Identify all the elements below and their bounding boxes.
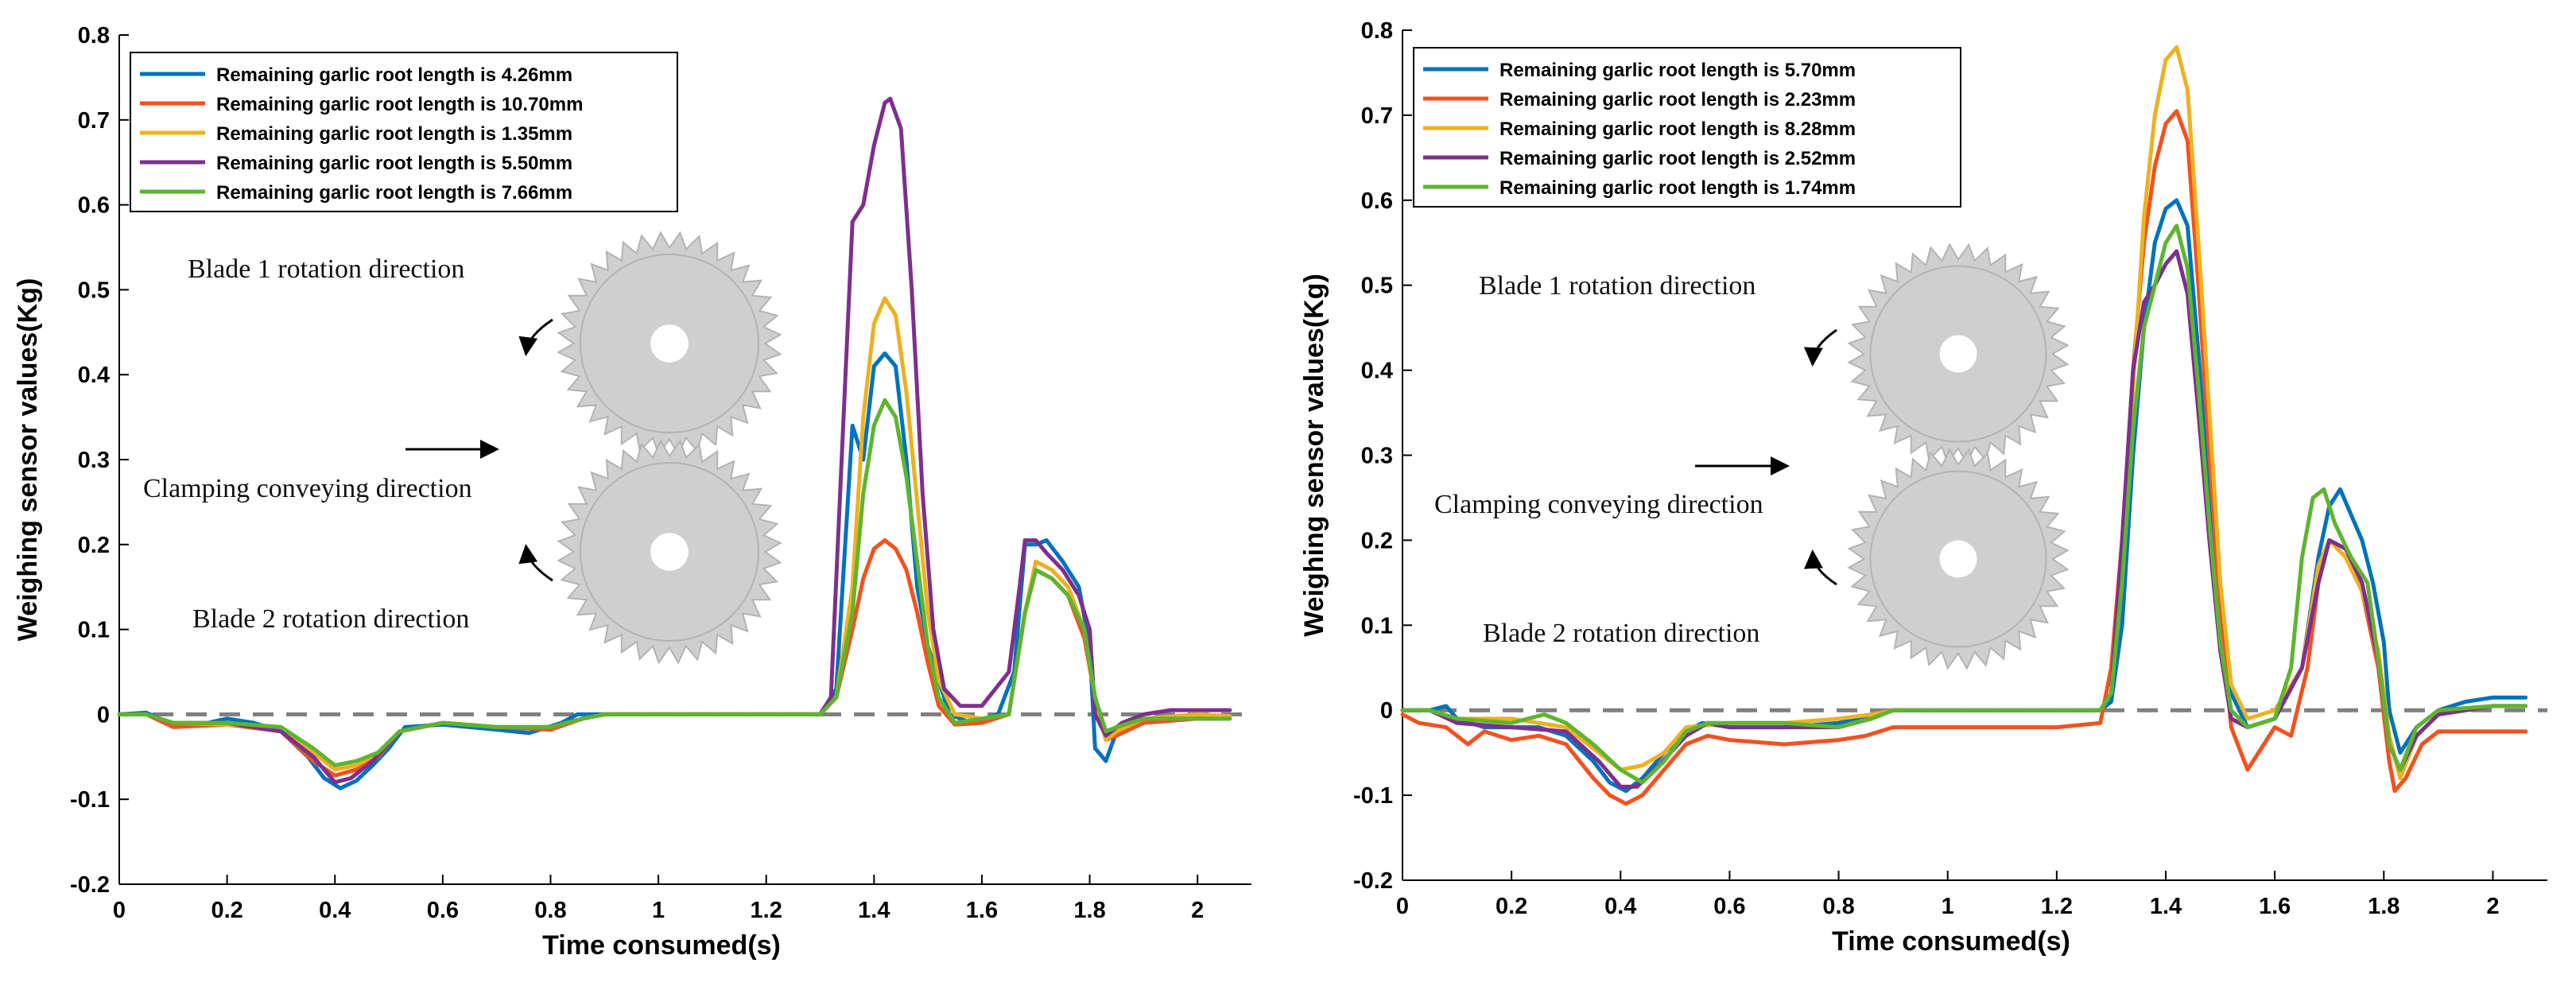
y-tick-label: 0: [97, 702, 110, 728]
x-tick-label: 0.4: [319, 898, 351, 923]
y-tick-label: 0.4: [1361, 359, 1393, 384]
blade-2-rotation-arrow-icon: [518, 544, 553, 582]
y-tick-label: 0.8: [78, 23, 110, 49]
legend: Remaining garlic root length is 4.26mm Re…: [130, 52, 678, 212]
x-tick-label: 1.6: [2259, 894, 2291, 919]
series-lines: [117, 96, 1232, 790]
cutting-illustration: Blade 1 rotation direction Clamping conve…: [143, 231, 782, 665]
blade-1-icon: [1847, 243, 2070, 465]
legend-label: Remaining garlic root length is 1.35mm: [216, 123, 572, 145]
axes: -0.2 -0.1 0 0.1 0.2 0.3 0.4 0.5 0.6 0.7 0.8 0 0.2 0.4…: [70, 23, 1251, 923]
x-tick-label: 1.2: [751, 898, 782, 923]
series-line-5: [1400, 223, 2528, 785]
x-axis-title: Time consumed(s): [542, 930, 781, 961]
annotation-blade-2: Blade 2 rotation direction: [192, 604, 469, 634]
x-tick-label: 2: [1191, 898, 1204, 923]
annotation-blade-1: Blade 1 rotation direction: [1479, 271, 1755, 301]
axes: -0.2 -0.1 0 0.1 0.2 0.3 0.4 0.5 0.6 0.7 0.8 0 0.2 0.4…: [1353, 18, 2547, 919]
y-tick-label: 0.3: [78, 448, 110, 473]
blade-2-icon: [1847, 448, 2070, 670]
blade-1-icon: [557, 231, 782, 456]
x-tick-label: 1.8: [1073, 898, 1105, 923]
y-tick-label: 0.1: [1361, 613, 1393, 639]
y-tick-label: 0.5: [78, 278, 110, 303]
series-line-1: [117, 351, 1232, 790]
legend: Remaining garlic root length is 5.70mm Re…: [1413, 47, 1961, 208]
legend-label: Remaining garlic root length is 2.52mm: [1499, 148, 1856, 169]
legend-label: Remaining garlic root length is 8.28mm: [1499, 118, 1856, 140]
x-tick-label: 0.6: [427, 898, 459, 923]
y-tick-label: -0.2: [70, 872, 110, 898]
blade-2-icon: [557, 439, 782, 665]
x-tick-label: 1.4: [2150, 894, 2182, 919]
y-tick-label: 0.2: [1361, 528, 1393, 553]
legend-box: [1413, 47, 1961, 208]
y-tick-label: 0.6: [78, 193, 110, 219]
y-tick-label: -0.1: [70, 787, 110, 813]
blade-inner-ring: [580, 254, 759, 433]
x-tick-label: 0.2: [211, 898, 242, 923]
blade-hub-hole: [650, 324, 689, 363]
legend-label: Remaining garlic root length is 2.23mm: [1499, 89, 1856, 111]
series-lines: [1400, 45, 2528, 806]
legend-label: Remaining garlic root length is 7.66mm: [216, 182, 572, 204]
x-tick-label: 1.4: [858, 898, 890, 923]
blade-hub-hole: [650, 533, 689, 571]
blade-hub-hole: [1939, 540, 1977, 578]
blade-inner-ring: [1869, 470, 2047, 648]
x-tick-label: 0: [1396, 894, 1409, 919]
blade-hub-hole: [1939, 335, 1977, 373]
x-tick-label: 0.8: [534, 898, 566, 923]
y-tick-label: -0.2: [1353, 868, 1393, 894]
legend-label: Remaining garlic root length is 5.50mm: [216, 153, 572, 174]
chart-panel-left: -0.2 -0.1 0 0.1 0.2 0.3 0.4 0.5 0.6 0.7 0.8 0 0.2 0.4…: [13, 23, 1251, 961]
x-axis-title: Time consumed(s): [1832, 926, 2070, 957]
legend-label: Remaining garlic root length is 5.70mm: [1499, 60, 1856, 81]
annotation-clamping: Clamping conveying direction: [1434, 490, 1763, 519]
legend-label: Remaining garlic root length is 10.70mm: [216, 94, 583, 115]
y-tick-label: 0.8: [1361, 18, 1393, 44]
chart-panel-right: -0.2 -0.1 0 0.1 0.2 0.3 0.4 0.5 0.6 0.7 0.8 0 0.2 0.4…: [1299, 18, 2547, 957]
x-tick-label: 1: [652, 898, 665, 923]
blade-inner-ring: [1869, 265, 2047, 443]
y-tick-label: 0.5: [1361, 274, 1393, 299]
y-tick-label: 0.2: [78, 533, 110, 558]
y-tick-label: 0.6: [1361, 188, 1393, 214]
legend-label: Remaining garlic root length is 4.26mm: [216, 64, 572, 86]
x-tick-label: 0.8: [1822, 894, 1854, 919]
x-tick-label: 0.6: [1713, 894, 1745, 919]
x-tick-label: 0: [113, 898, 126, 923]
y-tick-label: 0.7: [78, 108, 110, 134]
annotation-clamping: Clamping conveying direction: [143, 474, 472, 503]
y-axis-title: Weighing sensor values(Kg): [1299, 274, 1329, 637]
y-tick-label: 0: [1380, 698, 1393, 724]
series-line-5: [117, 398, 1232, 767]
annotation-blade-1: Blade 1 rotation direction: [188, 254, 464, 284]
annotation-blade-2: Blade 2 rotation direction: [1483, 619, 1759, 648]
cutting-illustration: Blade 1 rotation direction Clamping conve…: [1434, 243, 2070, 670]
x-tick-label: 0.2: [1496, 894, 1527, 919]
y-tick-label: 0.3: [1361, 444, 1393, 469]
y-tick-label: 0.7: [1361, 103, 1393, 129]
blade-1-rotation-arrow-icon: [518, 318, 553, 356]
x-tick-label: 1.8: [2368, 894, 2399, 919]
x-tick-label: 1.6: [966, 898, 998, 923]
y-tick-label: 0.4: [78, 363, 110, 388]
x-tick-label: 0.4: [1604, 894, 1636, 919]
x-tick-label: 2: [2486, 894, 2499, 919]
blade-1-rotation-arrow-icon: [1803, 328, 1837, 367]
x-tick-label: 1.2: [2041, 894, 2073, 919]
y-axis-title: Weighing sensor values(Kg): [13, 278, 43, 642]
legend-label: Remaining garlic root length is 1.74mm: [1499, 177, 1856, 199]
legend-box: [130, 52, 678, 212]
series-line-3: [117, 296, 1232, 772]
x-tick-label: 1: [1942, 894, 1954, 919]
y-tick-label: -0.1: [1353, 783, 1393, 809]
blade-2-rotation-arrow-icon: [1803, 549, 1837, 586]
series-line-4: [117, 96, 1232, 785]
y-tick-label: 0.1: [78, 618, 110, 643]
blade-inner-ring: [580, 462, 759, 642]
